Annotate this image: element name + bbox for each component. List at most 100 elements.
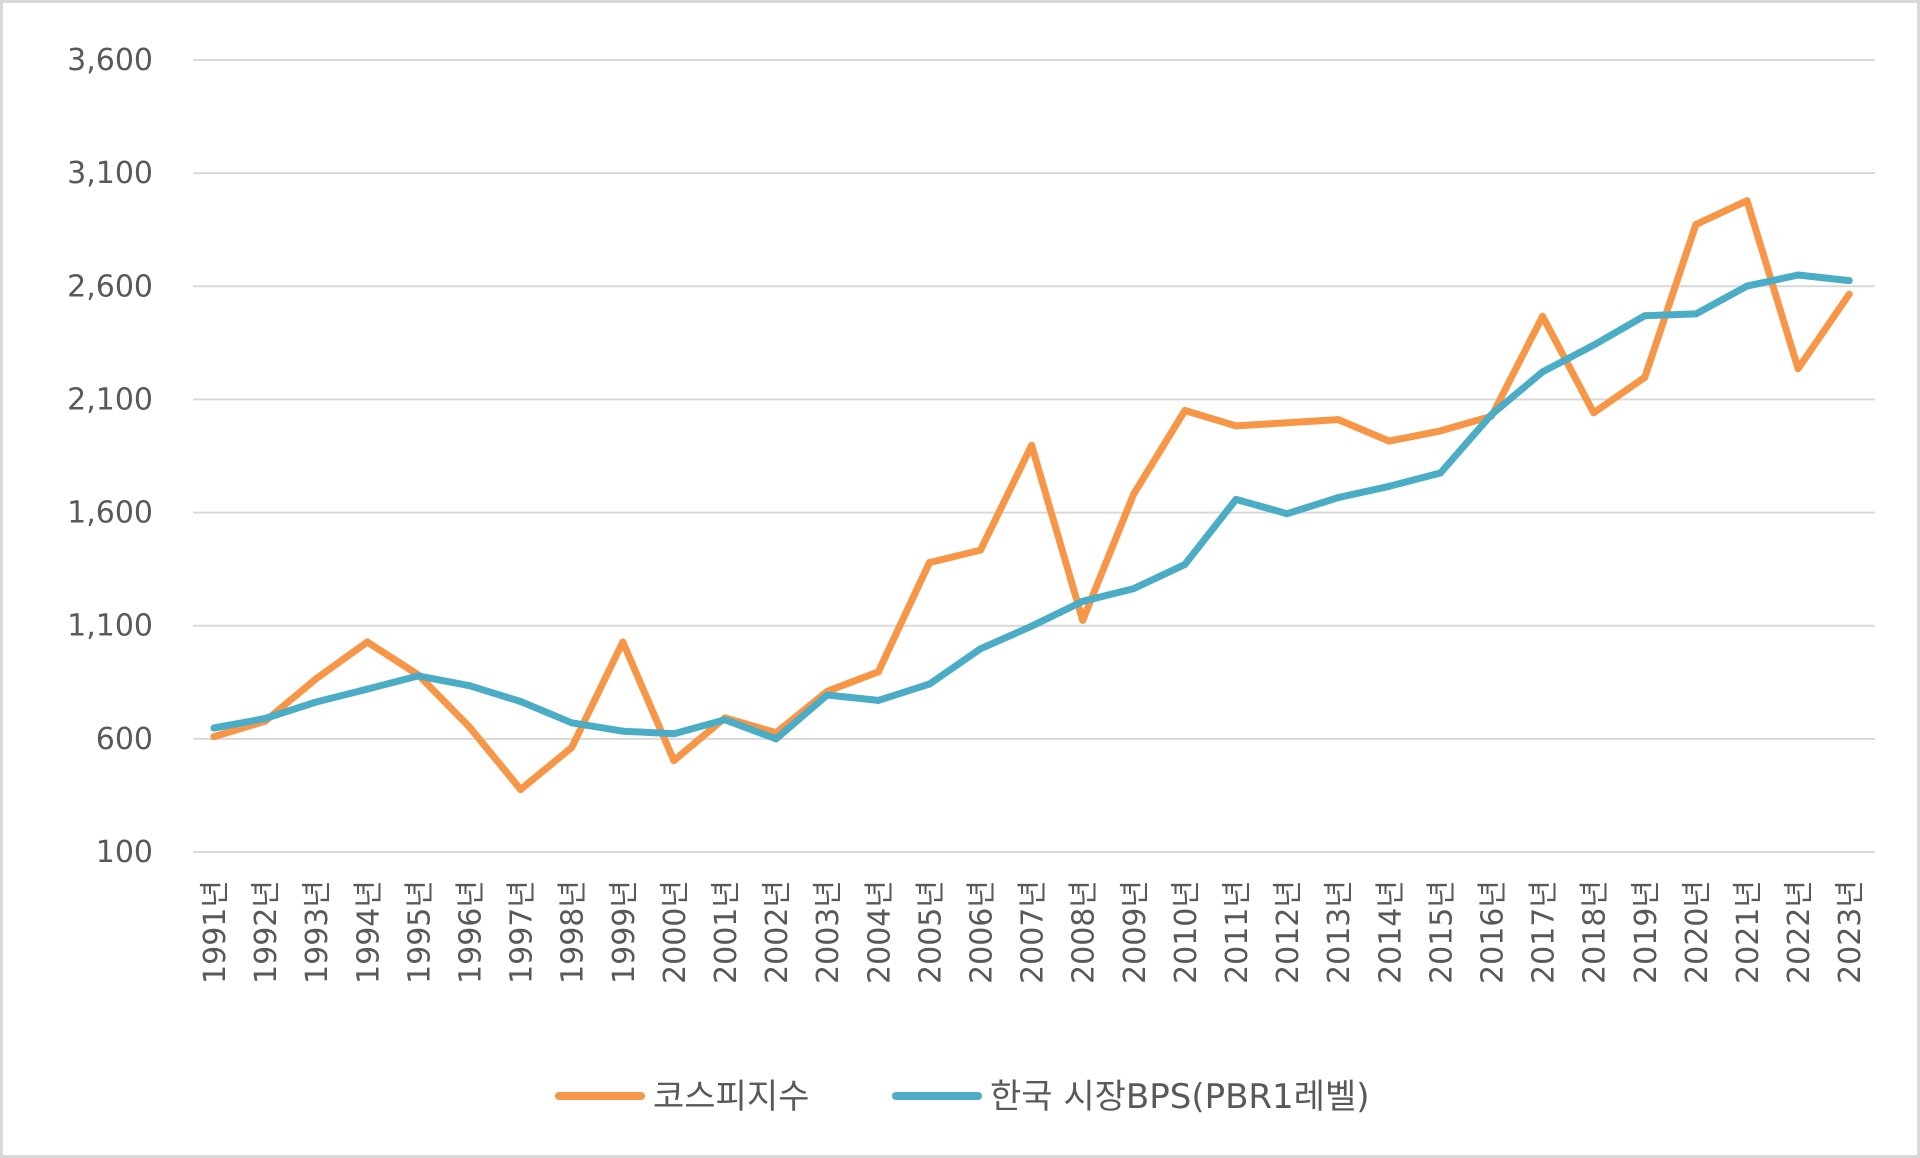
x-tick-label: 2017년 — [1527, 880, 1562, 984]
x-tick-label: 1994년 — [351, 880, 386, 984]
data-point-0 — [1385, 437, 1393, 445]
x-tick-label: 2014년 — [1373, 880, 1408, 984]
series-lines — [210, 197, 1853, 794]
data-point-1 — [261, 714, 269, 722]
legend: 코스피지수 한국 시장BPS(PBR1레벨) — [555, 1077, 1370, 1117]
x-tick-label: 2019년 — [1629, 880, 1664, 984]
y-tick-label: 3,600 — [67, 43, 153, 78]
data-point-0 — [568, 743, 576, 751]
data-point-1 — [721, 716, 729, 724]
data-point-0 — [1079, 616, 1087, 624]
data-point-1 — [925, 680, 933, 688]
data-point-0 — [1028, 441, 1036, 449]
data-point-0 — [1743, 197, 1751, 205]
x-tick-label: 2009년 — [1118, 880, 1153, 984]
x-tick-label: 2018년 — [1578, 880, 1613, 984]
data-point-0 — [1692, 221, 1700, 229]
x-tick-label: 2023년 — [1833, 880, 1868, 984]
x-tick-label: 2008년 — [1067, 880, 1102, 984]
data-point-0 — [1590, 409, 1598, 417]
data-point-1 — [414, 672, 422, 680]
data-point-1 — [1079, 597, 1087, 605]
data-point-1 — [874, 696, 882, 704]
x-tick-label: 2021년 — [1731, 880, 1766, 984]
data-point-1 — [1845, 277, 1853, 285]
x-axis-ticks: 1991년 1992년 1993년 1994년 1995년 1996년 1997년 1998년… — [198, 880, 1868, 984]
data-point-0 — [1283, 419, 1291, 427]
x-tick-label: 1997년 — [505, 880, 540, 984]
x-tick-label: 2011년 — [1220, 880, 1255, 984]
x-tick-label: 2007년 — [1016, 880, 1051, 984]
legend-label: 코스피지수 — [653, 1077, 809, 1117]
x-tick-label: 2013년 — [1322, 880, 1357, 984]
data-point-1 — [517, 698, 525, 706]
data-point-0 — [1334, 416, 1342, 424]
data-point-1 — [466, 682, 473, 690]
x-tick-label: 2001년 — [709, 880, 744, 984]
data-point-1 — [1794, 271, 1802, 279]
y-tick-label: 3,100 — [67, 156, 153, 191]
data-point-1 — [1283, 510, 1291, 518]
data-point-1 — [823, 691, 831, 699]
data-point-1 — [1590, 341, 1598, 349]
x-tick-label: 2006년 — [965, 880, 1000, 984]
series-line-1 — [210, 271, 1853, 743]
data-point-1 — [1641, 312, 1649, 320]
series-line-0 — [210, 197, 1853, 793]
y-tick-label: 100 — [96, 835, 153, 870]
y-axis-ticks: 100 600 1,100 1,600 2,100 2,600 3,100 3,600 — [67, 43, 153, 870]
data-point-1 — [1130, 585, 1138, 593]
data-point-0 — [312, 675, 320, 683]
data-point-1 — [977, 645, 984, 653]
data-point-1 — [1334, 494, 1342, 502]
data-point-0 — [1845, 290, 1853, 298]
data-point-0 — [1181, 407, 1189, 415]
x-tick-label: 2022년 — [1782, 880, 1817, 984]
x-tick-label: 2016년 — [1476, 880, 1511, 984]
data-point-1 — [312, 698, 320, 706]
data-point-0 — [874, 668, 882, 676]
x-tick-label: 1993년 — [300, 880, 335, 984]
data-point-0 — [977, 546, 984, 554]
data-point-1 — [1692, 310, 1700, 318]
data-point-1 — [1436, 469, 1444, 477]
data-point-1 — [568, 719, 576, 727]
x-tick-label: 2020년 — [1680, 880, 1715, 984]
data-point-0 — [363, 638, 371, 646]
x-tick-label: 2015년 — [1424, 880, 1459, 984]
data-point-0 — [466, 723, 473, 731]
x-tick-label: 1996년 — [454, 880, 489, 984]
data-point-0 — [670, 757, 678, 765]
data-point-1 — [1743, 282, 1751, 290]
y-tick-label: 1,600 — [67, 496, 153, 531]
x-tick-label: 2000년 — [658, 880, 693, 984]
x-tick-label: 1999년 — [607, 880, 642, 984]
y-tick-label: 1,100 — [67, 609, 153, 644]
data-point-1 — [363, 685, 371, 693]
data-point-0 — [1436, 427, 1444, 435]
x-tick-label: 2010년 — [1169, 880, 1204, 984]
data-point-0 — [210, 733, 218, 741]
data-point-1 — [1488, 411, 1495, 419]
data-point-0 — [619, 638, 627, 646]
data-point-1 — [772, 735, 780, 743]
x-tick-label: 2002년 — [760, 880, 795, 984]
y-tick-label: 2,100 — [67, 382, 153, 417]
data-point-0 — [517, 786, 525, 794]
x-tick-label: 2004년 — [862, 880, 897, 984]
data-point-1 — [1028, 622, 1036, 630]
legend-label: 한국 시장BPS(PBR1레벨) — [990, 1077, 1370, 1117]
data-point-1 — [1539, 368, 1547, 376]
y-tick-label: 600 — [96, 722, 153, 757]
data-point-1 — [619, 727, 627, 735]
data-point-0 — [925, 559, 933, 567]
x-tick-label: 1998년 — [556, 880, 591, 984]
x-tick-label: 1995년 — [402, 880, 437, 984]
data-point-0 — [1641, 373, 1649, 381]
data-point-0 — [1794, 365, 1802, 373]
data-point-0 — [1232, 422, 1240, 430]
x-tick-label: 2005년 — [913, 880, 948, 984]
data-point-1 — [1181, 560, 1189, 568]
y-tick-label: 2,600 — [67, 269, 153, 304]
